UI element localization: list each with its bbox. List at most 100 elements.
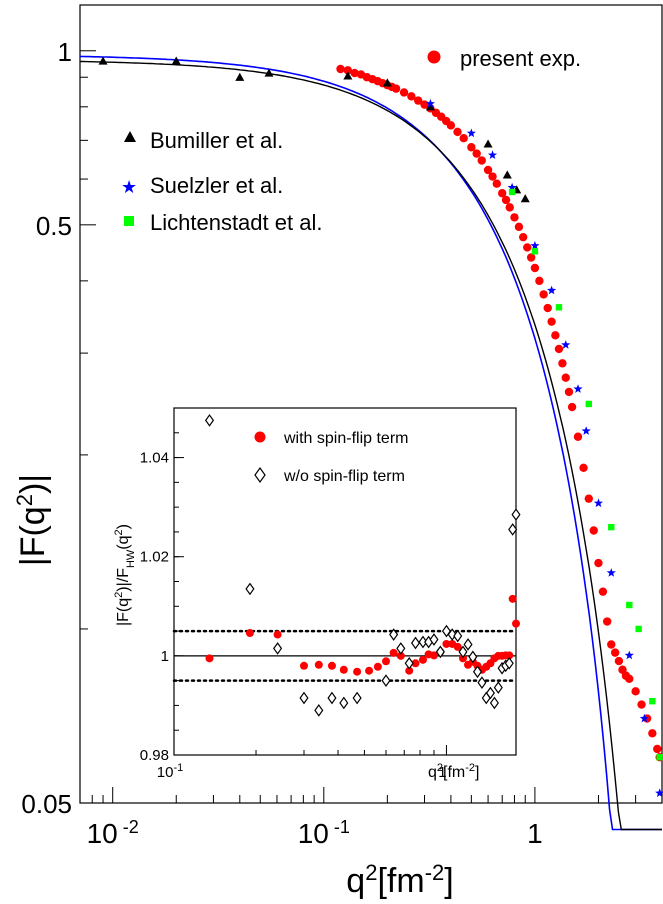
- legend-marker-suelzler: ★: [121, 177, 137, 197]
- inset-ytick-label-2: 1.02: [140, 549, 169, 566]
- main-point-0-10: [391, 84, 401, 93]
- inset-point-1-21: [463, 638, 473, 651]
- main-point-3-5: [626, 601, 633, 609]
- main-point-0-61: [637, 700, 646, 709]
- inset-legend-label-with-spin-flip: with spin-flip term: [283, 430, 408, 447]
- fit-curve-black: [80, 60, 662, 831]
- main-point-1-10: [520, 194, 530, 203]
- main-ytick-label-1: 0.5: [36, 211, 72, 241]
- main-point-0-21: [459, 133, 468, 143]
- main-point-1-7: [483, 139, 493, 148]
- main-point-1-4: [343, 71, 353, 80]
- inset-point-0-5: [327, 661, 336, 670]
- main-point-1-1: [171, 56, 181, 65]
- inset-point-1-12: [410, 636, 421, 650]
- inset-point-1-3: [299, 691, 309, 705]
- main-point-0-1: [343, 66, 353, 75]
- main-point-0-60: [631, 687, 640, 696]
- inset-axes: 0.98 1 1.02 1.04 10-1 1: [140, 407, 447, 781]
- inset-point-1-23: [472, 665, 483, 679]
- main-point-0-28: [498, 189, 507, 198]
- inset-point-1-11: [404, 656, 414, 670]
- main-point-2-7: [573, 384, 583, 393]
- inset-point-0-33: [505, 651, 514, 660]
- inset-point-1-22: [468, 650, 478, 664]
- main-xtick-label-2: 1: [527, 818, 543, 849]
- main-point-0-43: [558, 359, 567, 368]
- main-point-2-2: [488, 150, 498, 159]
- main-axes: 10 -2 10 -1 1 1 0.5 0.05: [21, 37, 663, 849]
- main-point-0-0: [336, 64, 345, 74]
- main-point-3-2: [555, 304, 563, 311]
- inset-legend: with spin-flip term w/o spin-flip term: [254, 430, 408, 485]
- main-point-1-3: [264, 68, 274, 77]
- inset-point-1-26: [485, 686, 495, 700]
- inset-legend-marker-with-spin-flip: [254, 431, 266, 443]
- main-point-0-64: [653, 744, 662, 754]
- main-point-0-53: [602, 617, 612, 626]
- main-point-2-6: [561, 340, 571, 349]
- main-point-0-50: [589, 526, 598, 535]
- inset-legend-marker-without-spin-flip: [254, 466, 266, 484]
- main-point-2-3: [507, 182, 517, 192]
- inset-point-0-8: [365, 666, 374, 675]
- inset-legend-label-without-spin-flip: w/o spin-flip term: [283, 468, 405, 485]
- inset-point-1-6: [339, 696, 349, 710]
- main-point-0-40: [547, 317, 556, 326]
- main-point-0-12: [407, 92, 416, 101]
- inset-point-1-5: [327, 691, 337, 705]
- main-point-0-45: [564, 387, 574, 397]
- inset-point-1-24: [477, 676, 487, 689]
- legend-marker-present-exp: [427, 50, 441, 64]
- legend-marker-bumiller: [124, 131, 136, 142]
- inset-point-0-19: [442, 639, 451, 648]
- main-point-0-27: [492, 179, 502, 188]
- inset-point-1-31: [504, 656, 514, 670]
- inset-point-1-28: [493, 681, 503, 694]
- inset-point-0-2: [273, 630, 282, 639]
- main-ytick-label-2: 0.05: [21, 789, 72, 819]
- main-y-axis-label: |F(q2)|: [12, 474, 53, 566]
- inset-point-0-21: [453, 642, 462, 651]
- inset-reference-lines: [172, 629, 518, 682]
- main-point-2-8: [581, 426, 591, 435]
- inset-point-1-1: [245, 582, 255, 596]
- main-point-0-55: [610, 648, 620, 657]
- legend-label-present-exp: present exp.: [460, 46, 581, 71]
- main-point-0-47: [573, 432, 583, 441]
- main-point-0-49: [584, 494, 593, 503]
- inset-point-1-8: [381, 674, 391, 687]
- main-point-0-31: [510, 213, 519, 222]
- main-point-1-2: [235, 72, 245, 81]
- main-point-0-2: [350, 68, 359, 78]
- inset-point-0-3: [299, 661, 308, 670]
- main-point-0-52: [598, 587, 608, 596]
- inset-ytick-label-0: 0.98: [140, 747, 169, 764]
- inset-point-0-9: [373, 662, 382, 671]
- inset-point-1-2: [273, 642, 283, 655]
- main-point-2-5: [547, 285, 557, 295]
- main-point-1-6: [425, 102, 435, 111]
- main-point-0-38: [539, 290, 548, 299]
- main-point-0-39: [543, 303, 552, 313]
- inset-point-1-19: [453, 629, 463, 643]
- inset-point-0-14: [411, 659, 420, 668]
- inset-point-0-13: [405, 666, 414, 675]
- main-point-2-13: [655, 788, 663, 797]
- main-point-3-7: [649, 697, 656, 705]
- main-point-3-4: [608, 523, 615, 531]
- main-xtick-label-0: 10 -2: [87, 817, 139, 849]
- main-data-marks: [98, 56, 663, 797]
- inset-point-0-10: [382, 657, 391, 666]
- inset-point-1-27: [489, 696, 499, 710]
- main-point-0-35: [526, 253, 536, 262]
- inset-point-0-34: [508, 594, 517, 603]
- inset-point-0-35: [512, 619, 520, 628]
- main-point-0-19: [446, 121, 456, 130]
- main-point-2-12: [639, 713, 649, 723]
- main-point-0-23: [472, 149, 481, 158]
- main-point-1-8: [502, 170, 512, 179]
- main-point-0-30: [505, 203, 514, 212]
- main-point-0-63: [648, 729, 657, 738]
